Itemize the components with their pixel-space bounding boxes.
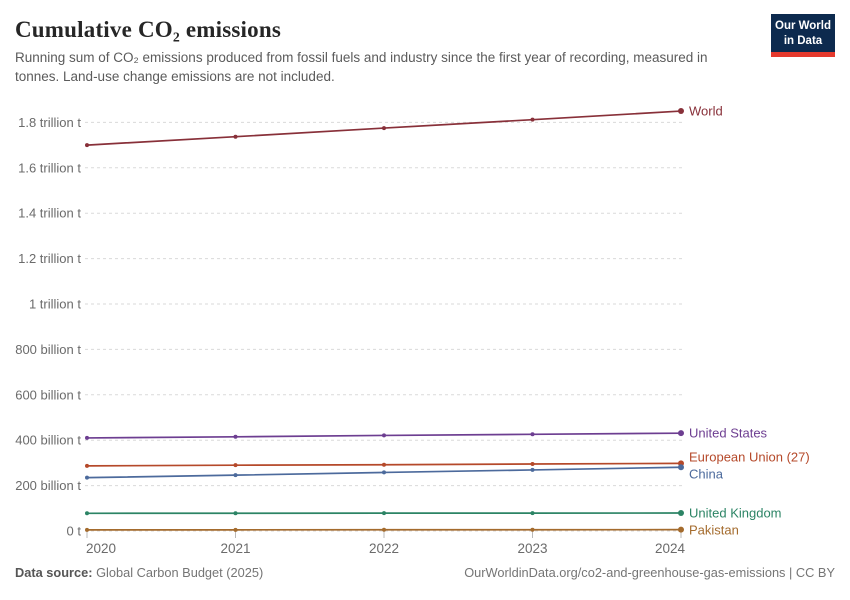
y-axis-tick-label: 0 t [67,524,82,539]
data-point [530,467,535,472]
x-axis-tick-label: 2022 [369,541,399,556]
x-axis-tick-label: 2020 [86,541,116,556]
owid-logo-line1: Our World [775,20,832,32]
data-point [382,470,386,475]
attribution-link[interactable]: OurWorldinData.org/co2-and-greenhouse-ga… [464,565,835,580]
data-point [382,462,386,467]
data-point [85,463,89,468]
data-source-value[interactable]: Global Carbon Budget (2025) [96,565,264,580]
x-axis-tick-label: 2024 [655,541,686,556]
data-point [233,473,238,478]
data-point [530,432,535,437]
data-point [678,430,684,437]
data-point [85,435,89,440]
series-label[interactable]: European Union (27) [689,449,810,464]
data-point [678,510,684,517]
series-label[interactable]: China [689,466,724,481]
page-title: Cumulative CO₂ emissions [15,17,281,42]
y-axis-tick-label: 1.8 trillion t [18,115,81,130]
chart-subtitle: Running sum of CO₂ emissions produced fr… [15,50,708,85]
y-axis-tick-label: 600 billion t [15,387,81,402]
data-point [530,511,535,516]
data-point [678,526,684,533]
series-pakistan[interactable]: Pakistan [85,522,739,537]
series-world[interactable]: World [85,104,723,148]
series-label[interactable]: World [689,104,723,119]
series-label[interactable]: Pakistan [689,522,739,537]
data-point [382,511,386,516]
data-point [530,117,535,122]
series-label[interactable]: United States [689,426,768,441]
data-point [530,527,535,532]
data-point [678,464,684,471]
y-axis-tick-label: 200 billion t [15,478,81,493]
x-axis-tick-label: 2021 [220,541,250,556]
chart-footer: Data source: Global Carbon Budget (2025)… [15,565,835,580]
series-united-states[interactable]: United States [85,426,768,441]
data-point [85,511,89,516]
data-point [382,433,386,438]
data-point [85,143,89,148]
data-point [85,475,89,480]
owid-logo[interactable]: Our World in Data [771,14,835,58]
data-source: Data source: Global Carbon Budget (2025) [15,565,263,580]
data-point [233,134,238,139]
y-axis-tick-label: 400 billion t [15,433,81,448]
y-axis-tick-label: 1.4 trillion t [18,206,81,221]
data-point [233,463,238,468]
data-source-label: Data source: [15,565,93,580]
y-axis-tick-label: 800 billion t [15,342,81,357]
series-label[interactable]: United Kingdom [689,505,782,520]
data-point [678,108,684,115]
owid-logo-line2: in Data [783,34,823,47]
y-axis-tick-label: 1.2 trillion t [18,251,81,266]
data-point [530,462,535,467]
series-china[interactable]: China [85,464,724,481]
series-european-union-27[interactable]: European Union (27) [85,449,810,468]
data-point [233,527,238,532]
y-axis-tick-label: 1 trillion t [29,297,81,312]
series-united-kingdom[interactable]: United Kingdom [85,505,782,520]
y-axis-tick-label: 1.6 trillion t [18,160,81,175]
data-point [233,434,238,439]
x-axis-tick-label: 2023 [517,541,547,556]
data-point [85,527,89,532]
data-point [233,511,238,516]
data-point [382,126,386,131]
data-point [382,527,386,532]
